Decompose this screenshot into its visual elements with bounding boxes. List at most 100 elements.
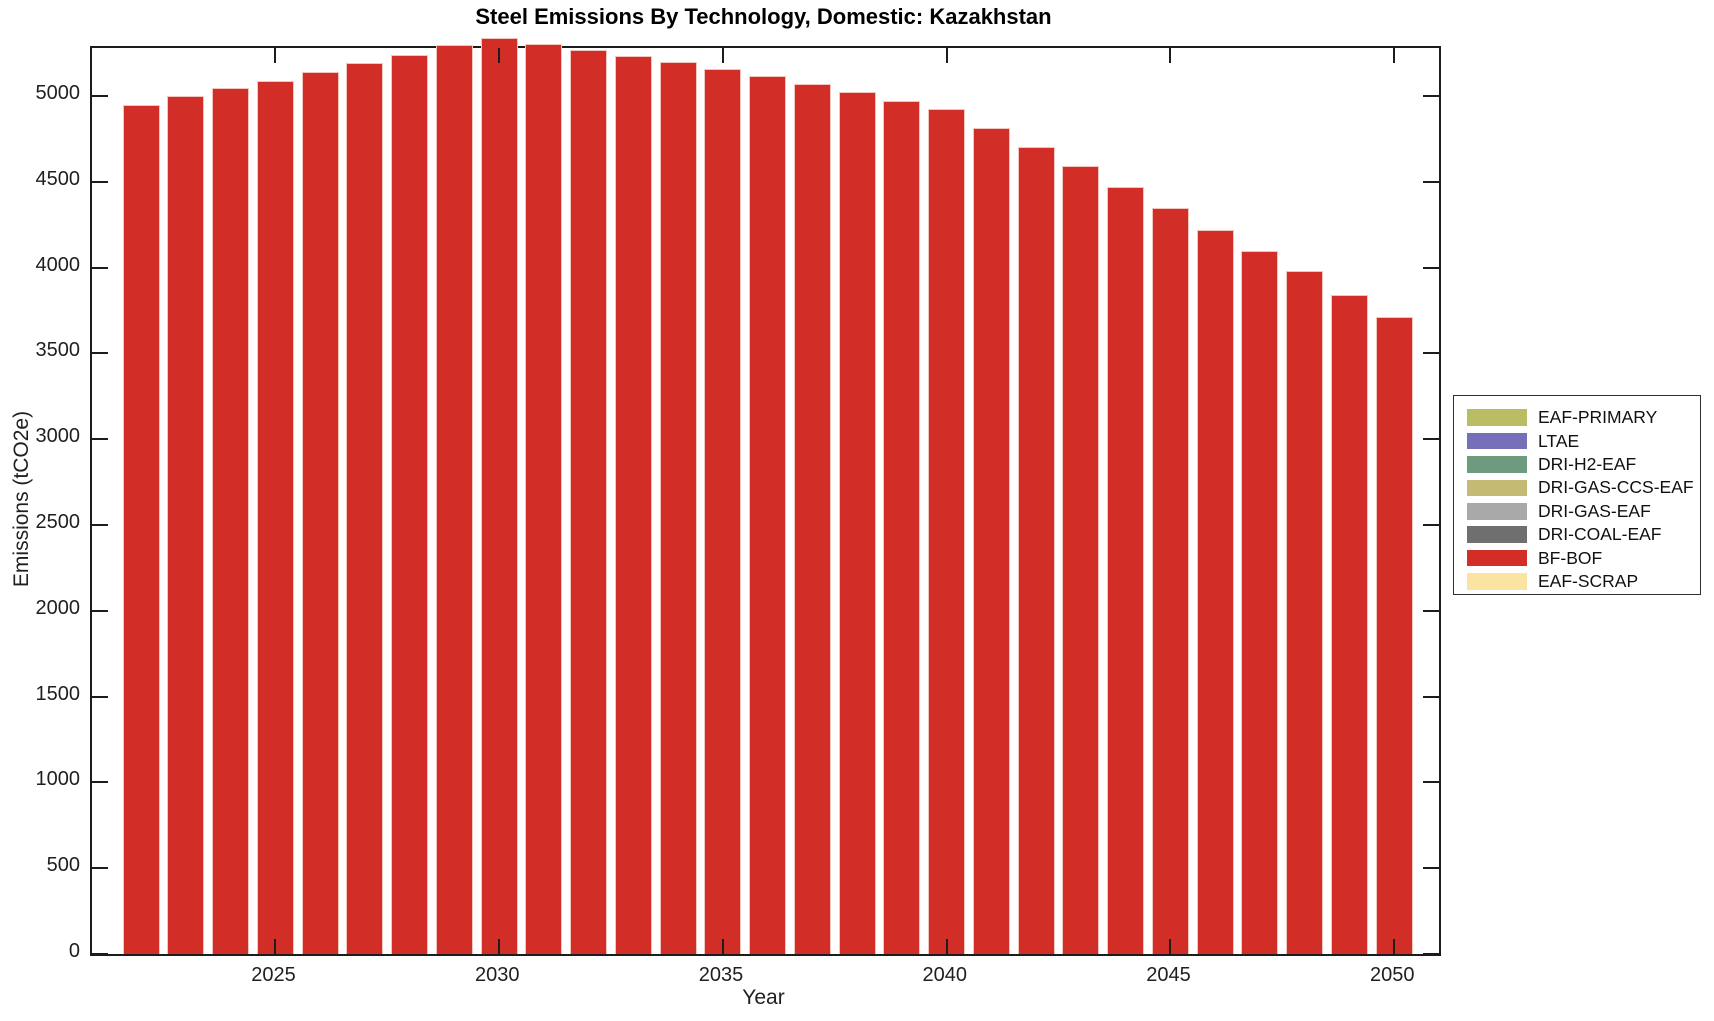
- bar-2026: [301, 72, 339, 954]
- y-tick: [1423, 524, 1439, 527]
- y-tick-label: 3500: [35, 339, 81, 362]
- y-tick: [92, 695, 108, 698]
- x-tick: [498, 48, 501, 63]
- y-tick: [1423, 352, 1439, 355]
- bar-2039: [883, 101, 921, 954]
- y-tick: [92, 524, 108, 527]
- bar-2027: [346, 63, 384, 954]
- legend-item-bf-bof: BF-BOF: [1467, 546, 1700, 569]
- bar-2037: [793, 84, 831, 954]
- x-tick: [1393, 48, 1396, 63]
- legend: EAF-PRIMARY LTAE DRI-H2-EAF DRI-GAS-CCS-EAF…: [1453, 395, 1701, 595]
- x-tick: [498, 939, 501, 954]
- bar-2024: [212, 88, 250, 954]
- legend-label: DRI-GAS-EAF: [1538, 500, 1651, 521]
- legend-label: DRI-GAS-CCS-EAF: [1538, 477, 1694, 498]
- y-tick-label: 3000: [35, 425, 81, 448]
- bar-2044: [1107, 186, 1145, 954]
- bar-2028: [391, 54, 429, 954]
- legend-label: BF-BOF: [1538, 547, 1603, 568]
- x-tick-label: 2040: [922, 964, 967, 986]
- y-tick: [1423, 609, 1439, 612]
- x-tick-label: 2025: [251, 964, 296, 986]
- y-tick: [1423, 781, 1439, 784]
- legend-swatch: [1467, 479, 1527, 497]
- y-tick: [92, 953, 108, 955]
- y-tick-label: 5000: [35, 82, 81, 105]
- bar-2040: [928, 108, 966, 954]
- bar-2050: [1375, 316, 1413, 954]
- y-tick-label: 1500: [35, 682, 81, 705]
- bar-2036: [749, 76, 787, 954]
- legend-item-dri-gas-eaf: DRI-GAS-EAF: [1467, 500, 1700, 523]
- x-tick: [274, 939, 277, 954]
- y-tick-label: 4000: [35, 253, 81, 276]
- legend-swatch: [1467, 432, 1527, 450]
- y-tick: [92, 609, 108, 612]
- bar-2023: [167, 96, 205, 954]
- y-tick: [92, 180, 108, 183]
- bar-2048: [1286, 271, 1324, 954]
- bar-2035: [704, 68, 742, 954]
- x-tick: [1169, 48, 1172, 63]
- legend-swatch: [1467, 549, 1527, 567]
- y-tick: [1423, 180, 1439, 183]
- x-tick-label: 2050: [1369, 964, 1415, 986]
- bar-2049: [1330, 295, 1368, 954]
- y-tick-label: 500: [46, 854, 80, 877]
- legend-label: EAF-SCRAP: [1538, 570, 1639, 591]
- y-tick: [92, 352, 108, 355]
- y-tick: [92, 867, 108, 870]
- bar-2047: [1241, 251, 1279, 954]
- x-tick: [1393, 939, 1396, 954]
- bar-2042: [1017, 146, 1055, 954]
- y-tick-label: 2000: [35, 596, 81, 619]
- bar-2029: [435, 45, 473, 954]
- bar-2030: [480, 37, 518, 954]
- bar-2038: [838, 91, 876, 954]
- y-axis-label: Emissions (tCO2e): [10, 410, 33, 588]
- y-tick-label: 4500: [35, 167, 81, 190]
- y-tick: [1423, 266, 1439, 269]
- bar-2034: [659, 61, 697, 954]
- y-tick: [1423, 95, 1439, 98]
- y-tick: [1423, 867, 1439, 870]
- bar-2045: [1151, 208, 1189, 954]
- x-tick: [721, 939, 724, 954]
- legend-label: LTAE: [1538, 430, 1580, 451]
- y-tick: [1423, 695, 1439, 698]
- bar-2033: [614, 55, 652, 954]
- legend-swatch: [1467, 573, 1527, 590]
- legend-item-dri-coal-eaf: DRI-COAL-EAF: [1467, 523, 1700, 546]
- legend-item-dri-gas-ccs-eaf: DRI-GAS-CCS-EAF: [1467, 476, 1700, 499]
- legend-item-ltae: LTAE: [1467, 429, 1700, 452]
- legend-label: DRI-COAL-EAF: [1538, 524, 1662, 545]
- chart-title: Steel Emissions By Technology, Domestic:…: [475, 4, 1052, 29]
- y-tick: [1423, 953, 1439, 955]
- x-tick: [945, 939, 948, 954]
- legend-swatch: [1467, 503, 1527, 520]
- x-tick: [1169, 939, 1172, 954]
- plot-area: [90, 37, 1441, 956]
- x-tick: [274, 48, 277, 63]
- legend-swatch: [1467, 456, 1527, 473]
- bar-2022: [122, 104, 160, 954]
- legend-label: DRI-H2-EAF: [1538, 453, 1637, 474]
- legend-swatch: [1467, 526, 1527, 543]
- legend-swatch: [1467, 409, 1527, 426]
- x-tick: [945, 48, 948, 63]
- y-tick: [92, 266, 108, 269]
- x-tick-label: 2045: [1146, 964, 1191, 986]
- y-tick: [92, 438, 108, 441]
- bar-2025: [256, 80, 294, 954]
- bar-2031: [525, 43, 563, 954]
- x-axis-label: Year: [742, 986, 785, 1009]
- legend-item-eaf-primary: EAF-PRIMARY: [1467, 406, 1700, 429]
- bar-2043: [1062, 166, 1100, 954]
- legend-label: EAF-PRIMARY: [1538, 407, 1658, 428]
- y-tick-label: 1000: [35, 768, 81, 791]
- y-tick: [1423, 438, 1439, 441]
- legend-item-dri-h2-eaf: DRI-H2-EAF: [1467, 453, 1700, 476]
- bar-2041: [972, 127, 1010, 954]
